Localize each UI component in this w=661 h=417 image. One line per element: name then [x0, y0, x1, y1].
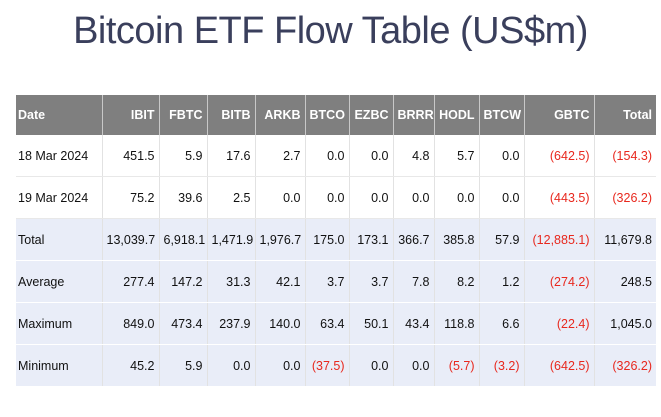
table-cell: 0.0 — [305, 135, 350, 177]
summary-row: Total 13,039.7 6,918.1 1,471.9 1,976.7 175.0 1… — [16, 218, 656, 261]
table-cell: 6.6 — [479, 302, 525, 345]
header-row: Date IBIT FBTC BITB ARKB BTCO EZBC BRRR … — [16, 95, 656, 135]
table-cell: 5.7 — [434, 135, 480, 177]
col-header-fbtc: FBTC — [159, 95, 208, 135]
table-row: 19 Mar 2024 75.2 39.6 2.5 0.0 0.0 0.0 0.0 0.0 0.0… — [16, 176, 656, 219]
table-cell: 0.0 — [393, 176, 435, 219]
table-cell: 0.0 — [305, 176, 350, 219]
table-cell: 2.7 — [255, 135, 306, 177]
table-cell: 175.0 — [305, 218, 350, 261]
table-cell: 0.0 — [479, 176, 525, 219]
table-cell: (326.2) — [594, 344, 656, 387]
table-cell: 118.8 — [434, 302, 480, 345]
table-cell: 0.0 — [349, 344, 394, 387]
table-cell: 1,471.9 — [207, 218, 256, 261]
table-cell: 451.5 — [102, 135, 160, 177]
table-cell: 0.0 — [434, 176, 480, 219]
col-header-brrr: BRRR — [393, 95, 435, 135]
row-label: Maximum — [16, 302, 103, 345]
table-cell: 473.4 — [159, 302, 208, 345]
table-cell: 5.9 — [159, 344, 208, 387]
row-label: 18 Mar 2024 — [16, 135, 103, 177]
col-header-btco: BTCO — [305, 95, 350, 135]
table-cell: 31.3 — [207, 260, 256, 303]
table-cell: 1,976.7 — [255, 218, 306, 261]
page-title: Bitcoin ETF Flow Table (US$m) — [73, 10, 588, 52]
col-header-date: Date — [16, 95, 103, 135]
table-cell: (37.5) — [305, 344, 350, 387]
table-cell: 1,045.0 — [594, 302, 656, 345]
col-header-total: Total — [594, 95, 656, 135]
table-cell: (5.7) — [434, 344, 480, 387]
table-cell: 0.0 — [349, 135, 394, 177]
table-cell: 140.0 — [255, 302, 306, 345]
table-cell: 50.1 — [349, 302, 394, 345]
table-cell: (443.5) — [524, 176, 595, 219]
table-cell: 0.0 — [393, 344, 435, 387]
table-cell: 849.0 — [102, 302, 160, 345]
col-header-gbtc: GBTC — [524, 95, 595, 135]
table-cell: 0.0 — [207, 344, 256, 387]
table-cell: 5.9 — [159, 135, 208, 177]
table-cell: 0.0 — [255, 176, 306, 219]
table-cell: (274.2) — [524, 260, 595, 303]
summary-row: Average 277.4 147.2 31.3 42.1 3.7 3.7 7.8 8.2 1.2… — [16, 260, 656, 303]
col-header-arkb: ARKB — [255, 95, 306, 135]
table-cell: 385.8 — [434, 218, 480, 261]
summary-row: Maximum 849.0 473.4 237.9 140.0 63.4 50.1 43.4 1… — [16, 302, 656, 345]
table-cell: (12,885.1) — [524, 218, 595, 261]
col-header-btcw: BTCW — [479, 95, 525, 135]
col-header-hodl: HODL — [434, 95, 480, 135]
table-cell: 4.8 — [393, 135, 435, 177]
table-cell: 366.7 — [393, 218, 435, 261]
summary-row: Minimum 45.2 5.9 0.0 0.0 (37.5) 0.0 0.0 (5.7) (3.… — [16, 344, 656, 387]
row-label: Minimum — [16, 344, 103, 387]
etf-flow-table: Date IBIT FBTC BITB ARKB BTCO EZBC BRRR … — [16, 95, 656, 387]
table-cell: 147.2 — [159, 260, 208, 303]
table-cell: 17.6 — [207, 135, 256, 177]
table-cell: 42.1 — [255, 260, 306, 303]
table-cell: 0.0 — [479, 135, 525, 177]
table-cell: 13,039.7 — [102, 218, 160, 261]
table-cell: (22.4) — [524, 302, 595, 345]
table-cell: 0.0 — [255, 344, 306, 387]
table-cell: 2.5 — [207, 176, 256, 219]
table-cell: 1.2 — [479, 260, 525, 303]
table-cell: 173.1 — [349, 218, 394, 261]
table-cell: (3.2) — [479, 344, 525, 387]
table-cell: (642.5) — [524, 135, 595, 177]
table-cell: 7.8 — [393, 260, 435, 303]
table-cell: 3.7 — [305, 260, 350, 303]
table-cell: 248.5 — [594, 260, 656, 303]
col-header-bitb: BITB — [207, 95, 256, 135]
table-cell: 3.7 — [349, 260, 394, 303]
table-cell: 63.4 — [305, 302, 350, 345]
row-label: Total — [16, 218, 103, 261]
table-cell: 0.0 — [349, 176, 394, 219]
row-label: Average — [16, 260, 103, 303]
table-cell: 43.4 — [393, 302, 435, 345]
table-cell: 8.2 — [434, 260, 480, 303]
table-cell: 237.9 — [207, 302, 256, 345]
table-cell: 11,679.8 — [594, 218, 656, 261]
row-label: 19 Mar 2024 — [16, 176, 103, 219]
table-cell: 75.2 — [102, 176, 160, 219]
table-cell: (326.2) — [594, 176, 656, 219]
table-cell: (154.3) — [594, 135, 656, 177]
table-cell: (642.5) — [524, 344, 595, 387]
table-row: 18 Mar 2024 451.5 5.9 17.6 2.7 0.0 0.0 4.8 5.7 0.… — [16, 135, 656, 177]
col-header-ibit: IBIT — [102, 95, 160, 135]
table-cell: 57.9 — [479, 218, 525, 261]
table-body: 18 Mar 2024 451.5 5.9 17.6 2.7 0.0 0.0 4.8 5.7 0.… — [16, 135, 656, 387]
table-cell: 39.6 — [159, 176, 208, 219]
col-header-ezbc: EZBC — [349, 95, 394, 135]
table-cell: 6,918.1 — [159, 218, 208, 261]
table-cell: 45.2 — [102, 344, 160, 387]
table-cell: 277.4 — [102, 260, 160, 303]
